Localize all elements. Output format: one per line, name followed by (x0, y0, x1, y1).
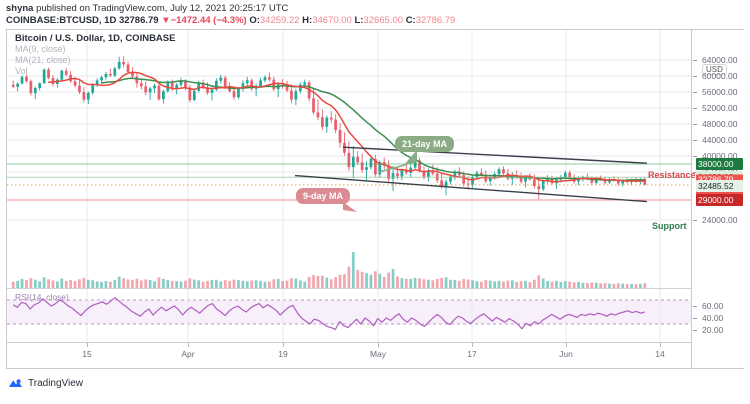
price-tick (693, 108, 697, 109)
rsi-tick (693, 318, 697, 319)
price-plot (7, 30, 691, 291)
time-tick (378, 343, 379, 347)
rsi-tick (693, 330, 697, 331)
low-label: L: (354, 15, 364, 26)
time-tick (566, 343, 567, 347)
time-tick (283, 343, 284, 347)
time-tick-label: 17 (467, 349, 477, 359)
change-value: −1472.44 (−4.3%) (170, 15, 247, 26)
price-pane[interactable]: Bitcoin / U.S. Dollar, 1D, COINBASE MA(9… (7, 30, 691, 291)
upper-trendline (342, 146, 648, 164)
price-tick (693, 60, 697, 61)
ma21-callout-tail (378, 150, 417, 173)
currency-pill: USD (702, 64, 727, 75)
tradingview-logo-icon (9, 379, 22, 387)
publish-info: published on TradingView.com, July 12, 2… (36, 3, 289, 14)
rsi-tick-label: 20.00 (702, 325, 724, 335)
support-level-badge[interactable]: 29000.00 (696, 194, 743, 206)
chart-frame[interactable]: Bitcoin / U.S. Dollar, 1D, COINBASE MA(9… (6, 29, 744, 369)
time-tick-label: 19 (278, 349, 288, 359)
open-label: O: (249, 15, 260, 26)
time-tick-label: Jun (559, 349, 573, 359)
ma9-callout-tail (343, 202, 357, 212)
low-value: 32665.00 (363, 15, 404, 26)
resistance-level-badge[interactable]: 38000.00 (696, 158, 743, 170)
close-value: 32786.79 (415, 15, 456, 26)
price-tick (693, 140, 697, 141)
price-tick (693, 124, 697, 125)
price-tick-label: 40000.00 (702, 151, 738, 161)
close-label: C: (405, 15, 416, 26)
ma9-callout: 9-day MA (296, 188, 351, 204)
tradingview-brand: TradingView (28, 378, 84, 389)
price-tick (693, 156, 697, 157)
rsi-plot (7, 291, 691, 342)
time-tick (472, 343, 473, 347)
rsi-tick (693, 306, 697, 307)
price-tick-label: 56000.00 (702, 87, 738, 97)
symbol-label: COINBASE:BTCUSD, 1D (6, 15, 117, 26)
moving-averages (47, 71, 646, 183)
support-label: Support (652, 221, 687, 231)
price-tick (693, 220, 697, 221)
price-tick-label: 44000.00 (702, 135, 738, 145)
resistance-label: Resistance (648, 170, 696, 180)
last-price-value: 32786.79 (118, 15, 159, 26)
time-tick-label: 14 (655, 349, 665, 359)
volume-bars (11, 252, 647, 288)
price-tick-label: 52000.00 (702, 103, 738, 113)
time-tick-label: May (369, 349, 387, 359)
high-value: 34670.00 (312, 15, 352, 26)
time-tick (660, 343, 661, 347)
open-value: 34259.22 (259, 15, 300, 26)
rsi-band (7, 300, 691, 324)
price-tick (693, 92, 697, 93)
price-tick-label: 64000.00 (702, 55, 738, 65)
price-tick (693, 172, 697, 173)
lower-trendline (294, 174, 648, 203)
time-tick-label: Apr (181, 349, 195, 359)
rsi-tick-label: 40.00 (702, 313, 724, 323)
rsi-legend: RSI(14, close) (15, 292, 69, 302)
price-tick-label: 48000.00 (702, 119, 738, 129)
rsi-tick-label: 60.00 (702, 301, 724, 311)
ma-fast-badge[interactable]: 32485.52 (696, 180, 743, 193)
change-arrow-icon: ▼ (161, 15, 171, 26)
rsi-line (12, 297, 646, 330)
ma21-callout: 21-day MA (395, 136, 455, 152)
publisher-name: shyna (6, 3, 34, 14)
time-tick (188, 343, 189, 347)
symbol-quote-line: COINBASE:BTCUSD, 1D 32786.79 ▼−1472.44 (… (6, 15, 455, 27)
rsi-pane[interactable]: RSI(14, close) (7, 291, 691, 342)
footer: TradingView (8, 378, 83, 389)
price-tick-label: 60000.00 (702, 71, 738, 81)
time-axis[interactable]: 15 Apr 19 May 17 Jun 14 (7, 342, 691, 369)
publish-line: shyna published on TradingView.com, July… (6, 3, 288, 15)
time-tick-label: 15 (82, 349, 92, 359)
price-tick (693, 76, 697, 77)
price-tick-label: 24000.00 (702, 215, 738, 225)
time-tick (87, 343, 88, 347)
price-gridlines (7, 30, 691, 291)
trend-channel (294, 146, 648, 203)
high-label: H: (302, 15, 313, 26)
price-axis[interactable]: USD 64000.00 60000.00 56000.00 52000.00 4800… (691, 30, 744, 368)
